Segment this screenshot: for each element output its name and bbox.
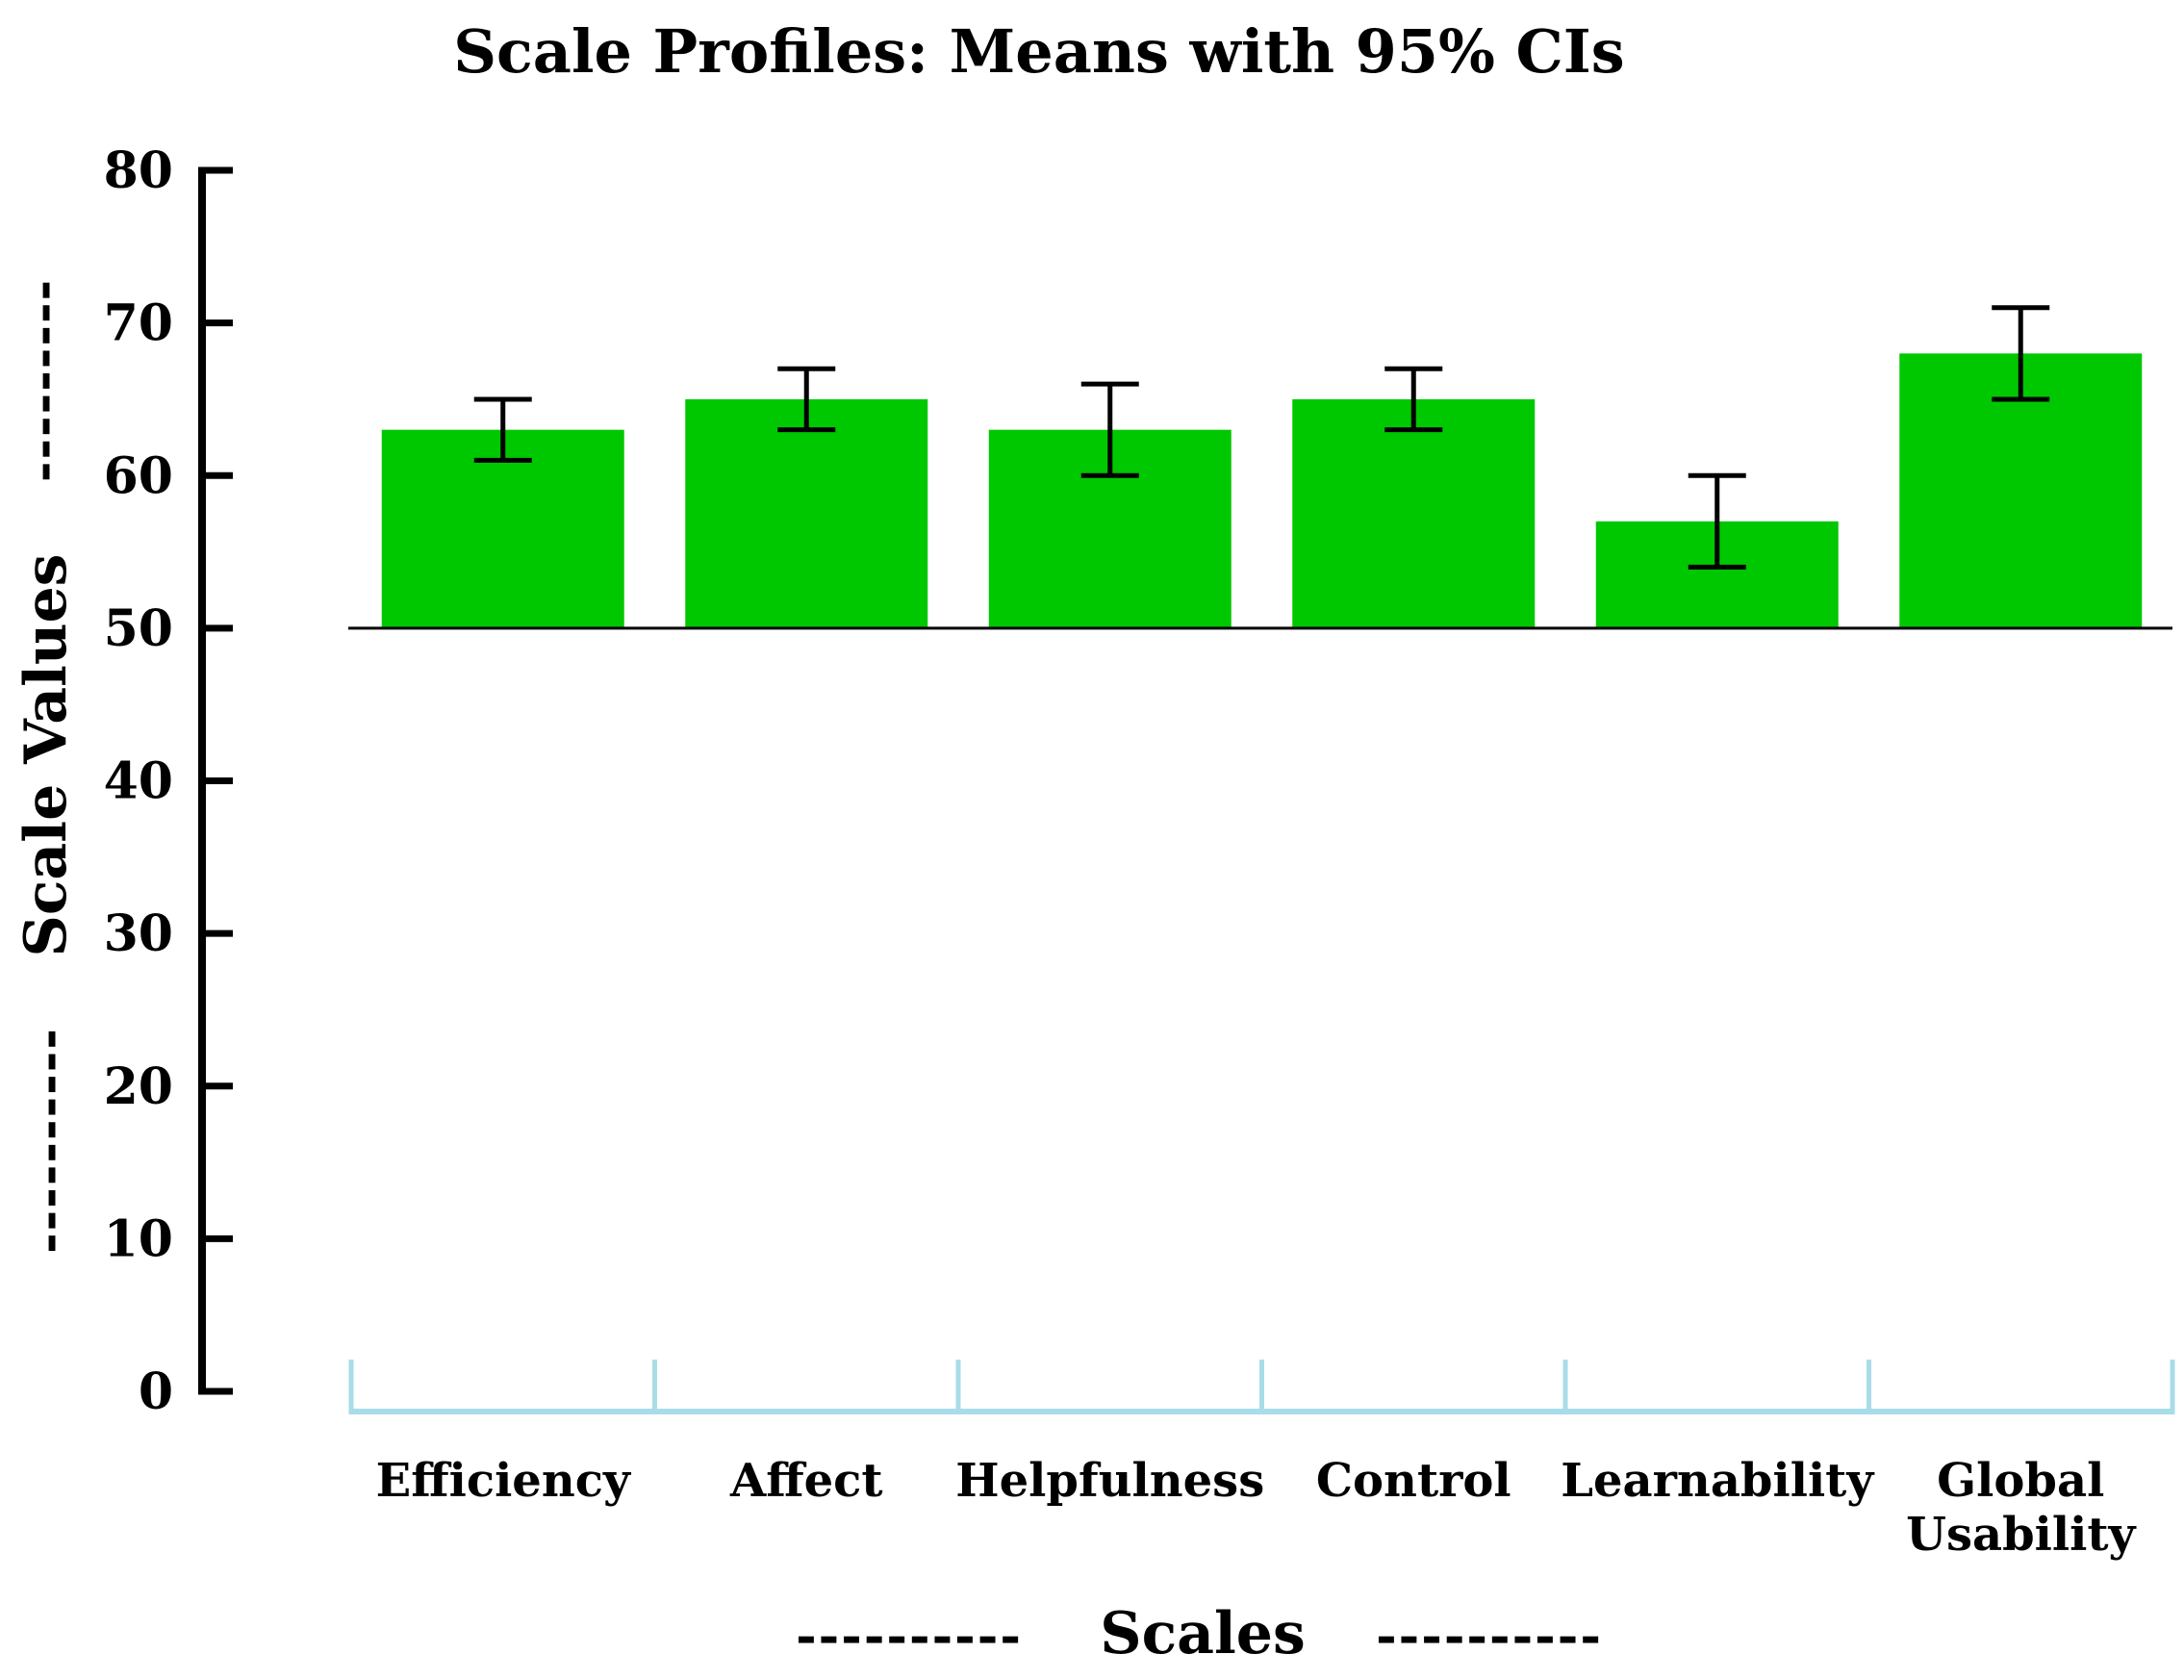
- chart-title: Scale Profiles: Means with 95% CIs: [453, 16, 1624, 87]
- y-tick-label: 20: [104, 1057, 173, 1116]
- error-bar-3: [1384, 366, 1443, 433]
- y-axis-label: Scale Values: [13, 554, 80, 957]
- bar-0: [381, 429, 624, 628]
- error-bar-2: [1080, 381, 1139, 478]
- category-label-5: Global Usability: [1906, 1454, 2137, 1562]
- error-bar-0: [473, 396, 532, 463]
- error-bar-5: [1992, 305, 2050, 402]
- category-label-line: Control: [1316, 1454, 1511, 1508]
- category-label-2: Helpfulness: [955, 1454, 1264, 1508]
- category-label-line: Global: [1937, 1454, 2104, 1508]
- y-tick-label: 40: [104, 752, 173, 811]
- category-label-line: Helpfulness: [955, 1454, 1264, 1508]
- category-label-0: Efficiency: [376, 1454, 632, 1508]
- y-tick-label: 30: [104, 904, 173, 963]
- bars-group: [381, 353, 2143, 628]
- category-label-4: Learnability: [1561, 1454, 1875, 1508]
- category-axis: [348, 1360, 2175, 1414]
- y-axis-label-decoration-top: ---------: [13, 278, 72, 482]
- y-axis: 0 10 20 30 40 50 60 70 80: [104, 141, 233, 1421]
- error-bar-1: [777, 366, 836, 433]
- category-label-line: Usability: [1906, 1508, 2137, 1562]
- x-axis-label-decoration-right: ----------: [1376, 1607, 1603, 1666]
- category-label-3: Control: [1316, 1454, 1511, 1508]
- y-tick-label: 0: [139, 1362, 173, 1421]
- y-tick-label: 10: [104, 1209, 173, 1268]
- category-label-line: Affect: [729, 1454, 883, 1508]
- error-bar-4: [1688, 472, 1746, 570]
- y-tick-label: 80: [104, 141, 173, 200]
- bar-1: [685, 398, 928, 628]
- category-label-1: Affect: [729, 1454, 883, 1508]
- x-axis-label-decoration-left: ----------: [796, 1607, 1023, 1666]
- category-labels: Efficiency Affect Helpfulness Control Learna…: [376, 1454, 2138, 1562]
- y-tick-label: 70: [104, 294, 173, 353]
- category-label-line: Learnability: [1561, 1454, 1875, 1508]
- category-label-line: Efficiency: [376, 1454, 632, 1508]
- y-tick-label: 60: [104, 446, 173, 505]
- x-axis-label: Scales: [1100, 1600, 1306, 1667]
- bar-3: [1292, 398, 1536, 628]
- y-axis-label-decoration-bottom: ----------: [19, 1027, 78, 1254]
- error-bars-group: [473, 305, 2050, 570]
- y-tick-label: 50: [104, 599, 173, 658]
